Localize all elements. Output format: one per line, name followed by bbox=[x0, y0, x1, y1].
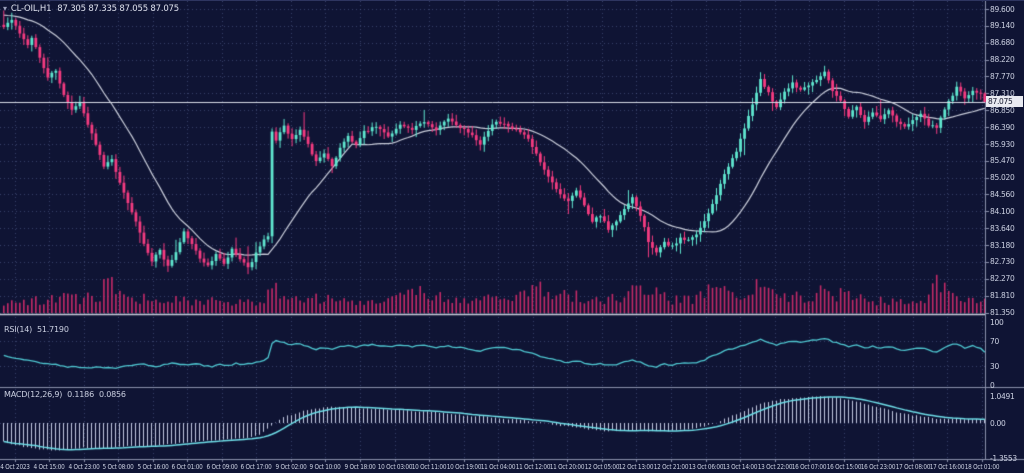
symbol-ohlc-line: ▾ CL-OIL,H1 87.305 87.335 87.055 87.075 bbox=[3, 4, 179, 14]
macd-main-value: 0.1186 bbox=[67, 390, 94, 399]
chart-dropdown-icon[interactable]: ▾ bbox=[3, 4, 7, 13]
macd-indicator-label: MACD(12,26,9) 0.1186 0.0856 bbox=[4, 390, 131, 399]
rsi-value: 51.7190 bbox=[37, 325, 69, 334]
rsi-indicator-label: RSI(14) 51.7190 bbox=[4, 325, 74, 334]
symbol-label: CL-OIL,H1 bbox=[10, 4, 52, 14]
macd-signal-value: 0.0856 bbox=[98, 390, 126, 399]
macd-name: MACD(12,26,9) bbox=[4, 390, 63, 399]
rsi-name: RSI(14) bbox=[4, 325, 33, 334]
current-price-tag: 87.075 bbox=[986, 96, 1023, 108]
ohlc-values: 87.305 87.335 87.055 87.075 bbox=[57, 4, 179, 14]
